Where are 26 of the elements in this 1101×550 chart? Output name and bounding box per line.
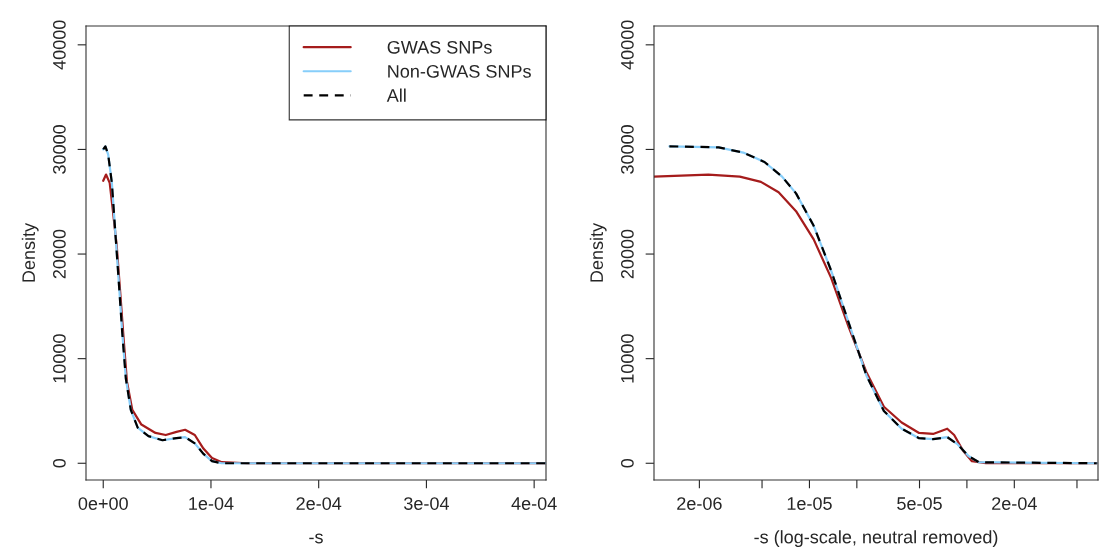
y-tick-label: 10000 [620, 334, 634, 383]
legend-label: Non-GWAS SNPs [388, 64, 531, 78]
y-tick-label: 40000 [52, 20, 66, 70]
x-tick-label: 2e-04 [992, 497, 1037, 510]
y-tick-label: 20000 [620, 229, 634, 279]
y-tick-label: 0 [52, 458, 66, 468]
y-tick-label: 10000 [52, 334, 66, 383]
x-tick-label: 4e-04 [511, 497, 557, 510]
y-tick-label: 30000 [52, 125, 66, 174]
legend-label: GWAS SNPs [387, 40, 492, 54]
y-tick-label: 20000 [52, 229, 66, 279]
x-tick-label: 3e-04 [404, 497, 449, 510]
y-tick-label: 40000 [620, 20, 634, 70]
x-tick-label: 1e-05 [787, 497, 832, 510]
x-tick-label: 0e+00 [78, 497, 128, 510]
legend-label: All [386, 88, 406, 102]
y-axis-title: Density [589, 222, 607, 282]
y-axis-title: Density [21, 222, 39, 282]
x-axis-title: -s (log-scale, neutral removed) [754, 530, 998, 547]
x-tick-label: 2e-04 [296, 497, 342, 510]
x-tick-label: 2e-06 [677, 497, 722, 510]
y-tick-label: 30000 [620, 125, 634, 174]
x-tick-label: 1e-04 [189, 497, 234, 510]
x-tick-label: 5e-05 [897, 497, 942, 510]
y-tick-label: 0 [620, 458, 634, 468]
x-axis-title: -s [309, 533, 323, 544]
